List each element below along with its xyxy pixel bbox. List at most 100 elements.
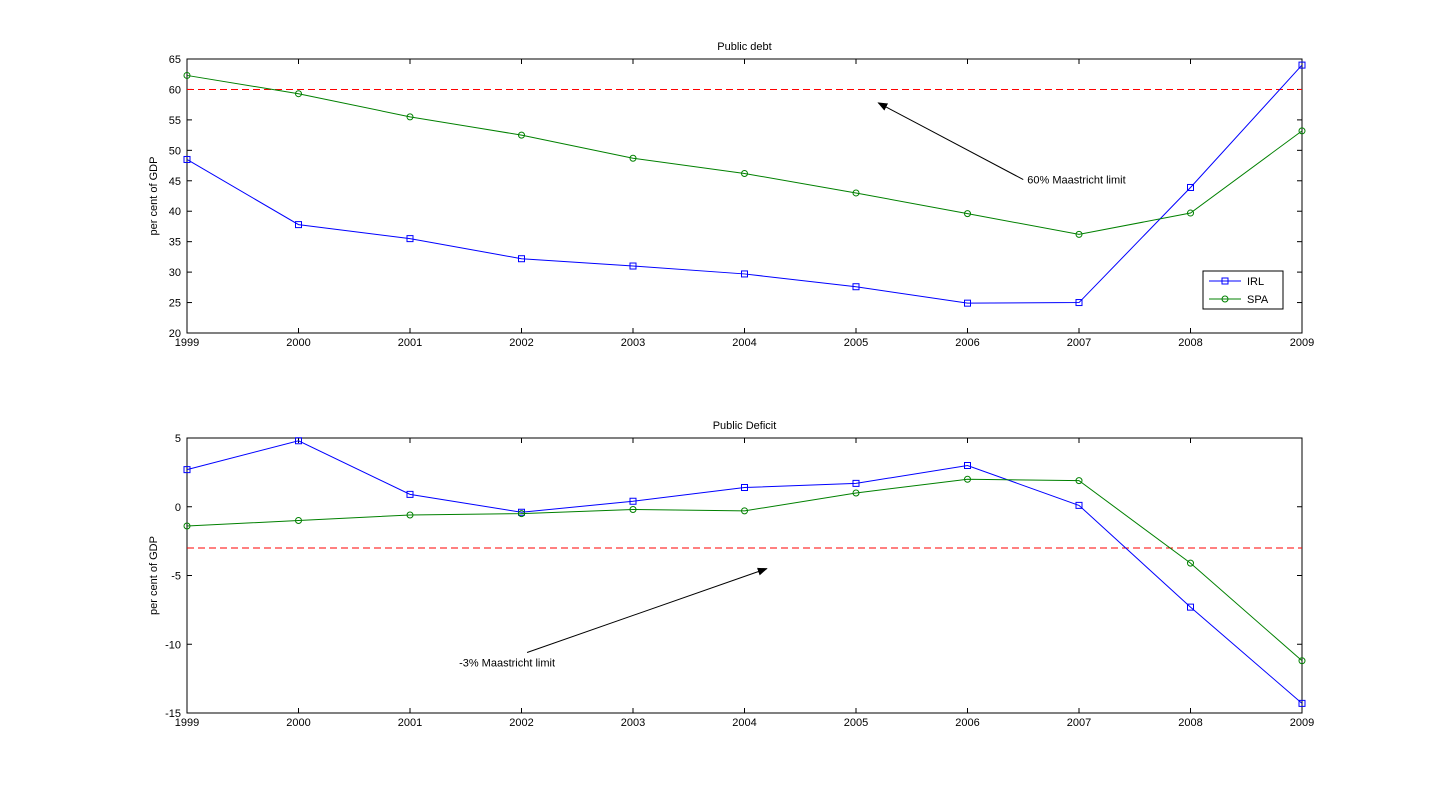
data-point-spa: [629, 154, 637, 162]
x-tick-label: 2002: [509, 337, 533, 349]
annotation-text: -3% Maastricht limit: [459, 658, 555, 670]
x-tick-label: 2001: [398, 337, 422, 349]
x-tick-label: 2005: [844, 337, 868, 349]
annotation-arrow: [526, 567, 768, 653]
data-point-irl: [629, 262, 637, 270]
data-point-spa: [1298, 127, 1306, 135]
series-line-irl: [186, 440, 1303, 704]
data-point-irl: [295, 437, 302, 445]
x-tick-label: 2006: [955, 717, 979, 729]
legend: IRL SPA: [1202, 270, 1284, 310]
data-point-spa: [406, 511, 414, 519]
data-point-spa: [741, 169, 748, 177]
data-point-irl: [1298, 699, 1306, 707]
data-point-spa: [295, 90, 302, 98]
x-tick-label: 2007: [1067, 717, 1091, 729]
data-point-spa: [406, 113, 414, 121]
y-tick-label: -15: [165, 708, 181, 720]
data-point-irl: [741, 270, 748, 278]
legend-marker-spa: [1221, 295, 1229, 303]
data-point-irl: [1187, 183, 1194, 191]
x-tick-label: 2002: [509, 717, 533, 729]
x-tick-label: 2006: [955, 337, 979, 349]
y-tick-label: 35: [169, 237, 181, 249]
y-tick-label: 45: [169, 176, 181, 188]
y-tick-label: 60: [169, 84, 181, 96]
y-tick-label: 55: [169, 115, 181, 127]
data-point-irl: [406, 235, 414, 243]
data-point-spa: [1187, 209, 1194, 217]
data-point-spa: [1298, 657, 1306, 665]
data-point-spa: [1075, 230, 1083, 238]
data-point-irl: [852, 283, 860, 291]
x-tick-label: 2005: [844, 717, 868, 729]
x-tick-label: 2004: [732, 337, 756, 349]
data-point-spa: [183, 71, 191, 79]
axes-box: [186, 58, 1303, 334]
data-point-irl: [518, 255, 525, 263]
data-point-spa: [629, 506, 637, 513]
axes-box: [186, 437, 1303, 714]
x-tick-label: 2004: [732, 717, 756, 729]
y-tick-label: 40: [169, 206, 181, 218]
data-point-spa: [518, 131, 525, 139]
public-debt-chart: Public debt per cent of GDP 1999 2000 2001 20…: [148, 41, 1314, 349]
y-tick-label: -10: [165, 639, 181, 651]
data-point-irl: [1075, 299, 1083, 307]
x-tick-label: 2008: [1178, 337, 1202, 349]
data-point-irl: [852, 479, 860, 487]
data-point-spa: [741, 507, 748, 515]
y-tick-label: 0: [175, 502, 181, 514]
legend-box: [1202, 270, 1284, 310]
data-point-spa: [295, 517, 302, 524]
y-tick-label: 5: [175, 433, 181, 445]
data-point-spa: [852, 489, 860, 497]
data-point-spa: [964, 210, 971, 218]
data-point-irl: [183, 466, 191, 474]
x-tick-label: 2000: [286, 717, 310, 729]
chart-title: Public debt: [717, 41, 771, 53]
legend-label-spa: SPA: [1247, 294, 1269, 306]
y-tick-label: -5: [171, 571, 181, 583]
x-tick-label: 2003: [621, 717, 645, 729]
y-tick-label: 20: [169, 328, 181, 340]
data-point-irl: [629, 497, 637, 505]
data-point-irl: [964, 299, 971, 307]
x-tick-label: 2008: [1178, 717, 1202, 729]
x-tick-label: 2003: [621, 337, 645, 349]
annotation-arrow: [877, 102, 1024, 181]
data-point-irl: [1075, 501, 1083, 509]
annotation-text: 60% Maastricht limit: [1027, 175, 1125, 187]
data-point-irl: [964, 462, 971, 469]
y-tick-label: 25: [169, 298, 181, 310]
x-tick-label: 2009: [1290, 337, 1314, 349]
data-point-spa: [1187, 559, 1194, 567]
data-point-irl: [295, 221, 302, 229]
y-tick-label: 65: [169, 54, 181, 66]
y-axis-label: per cent of GDP: [148, 157, 160, 236]
chart-title: Public Deficit: [713, 420, 777, 432]
x-tick-label: 1999: [175, 337, 199, 349]
series-line-spa: [186, 478, 1303, 662]
data-point-spa: [1075, 477, 1083, 485]
public-deficit-chart: Public Deficit per cent of GDP 1999 2000 200…: [148, 420, 1314, 729]
data-point-spa: [183, 522, 191, 530]
data-point-irl: [1298, 61, 1306, 69]
data-point-spa: [518, 510, 525, 518]
data-point-irl: [183, 155, 191, 163]
data-point-irl: [406, 490, 414, 498]
data-point-spa: [964, 475, 971, 483]
series-line-spa: [186, 74, 1303, 235]
y-tick-label: 30: [169, 267, 181, 279]
x-tick-label: 2007: [1067, 337, 1091, 349]
legend-marker-irl: [1221, 277, 1229, 285]
x-tick-label: 2000: [286, 337, 310, 349]
y-axis-label: per cent of GDP: [148, 536, 160, 615]
x-tick-label: 2009: [1290, 717, 1314, 729]
legend-label-irl: IRL: [1247, 276, 1264, 288]
x-tick-label: 1999: [175, 717, 199, 729]
x-tick-label: 2001: [398, 717, 422, 729]
data-point-irl: [1187, 603, 1194, 611]
series-line-irl: [186, 64, 1303, 304]
